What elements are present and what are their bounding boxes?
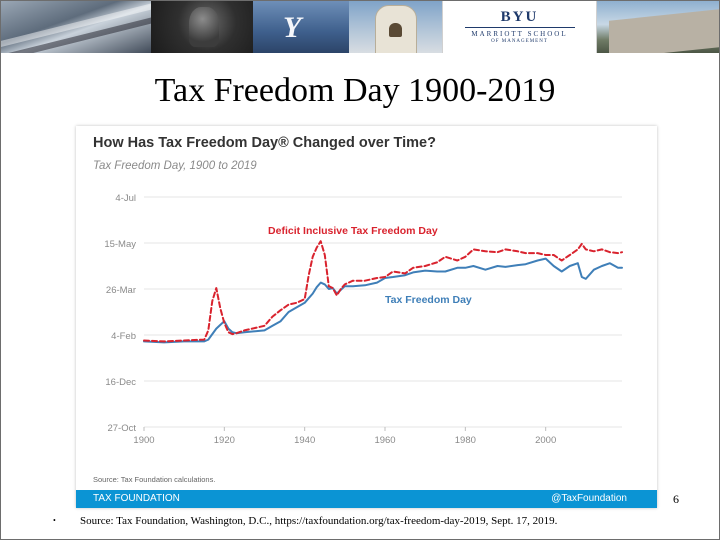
header-banner: Y BYU MARRIOTT SCHOOL OF MANAGEMENT [1,1,719,53]
logo-sub2-text: OF MANAGEMENT [491,39,548,44]
y-logo-icon: Y [283,11,301,44]
campus-building-photo [597,1,719,53]
slide-title: Tax Freedom Day 1900-2019 [154,72,556,109]
byu-logo: BYU MARRIOTT SCHOOL OF MANAGEMENT [442,1,597,53]
tower-icon [375,5,417,53]
footer-handle: @TaxFoundation [551,493,627,504]
logo-main-text: BYU [500,9,539,25]
x-tick-label: 1940 [294,435,315,446]
logo-divider [464,27,575,28]
tax-freedom-chart: How Has Tax Freedom Day® Changed over Ti… [93,135,623,484]
series-line-deficit-inclusive [143,240,623,343]
logo-sub-text: MARRIOTT SCHOOL [471,30,568,38]
plot-lines [143,240,623,344]
x-tick-label: 1920 [214,435,235,446]
annotation-tfd: Tax Freedom Day [385,294,472,306]
x-tick-label: 1900 [133,435,154,446]
y-tick-label: 15-May [104,239,136,250]
x-axis: 1900 1920 1940 1960 1980 2000 [133,427,556,446]
y-tick-label: 4-Feb [111,331,136,342]
x-tick-label: 1960 [374,435,395,446]
grid-lines [144,196,622,428]
page-number: 6 [673,492,679,506]
series-line-tax-freedom-day [143,257,623,344]
y-tick-label: 4-Jul [115,193,136,204]
annotation-deficit: Deficit Inclusive Tax Freedom Day [268,225,438,237]
footer-brand: TAX FOUNDATION [93,493,180,504]
y-mountain-photo: Y [253,1,349,53]
x-tick-label: 2000 [535,435,556,446]
chart-title: How Has Tax Freedom Day® Changed over Ti… [93,135,436,151]
bell-tower-photo [349,1,442,53]
y-axis: 4-Jul 15-May 26-Mar 4-Feb 16-Dec 27-Oct [104,193,136,434]
statue-icon [189,7,219,47]
chart-subtitle: Tax Freedom Day, 1900 to 2019 [93,160,257,172]
y-tick-label: 26-Mar [106,285,136,296]
bullet-marker: • [53,516,56,525]
source-citation: Source: Tax Foundation, Washington, D.C.… [80,515,558,527]
chart-card: How Has Tax Freedom Day® Changed over Ti… [76,126,657,508]
building-icon [609,9,719,53]
y-tick-label: 16-Dec [105,377,136,388]
statue-photo [151,1,253,53]
chart-source: Source: Tax Foundation calculations. [93,475,215,484]
y-tick-label: 27-Oct [107,423,136,434]
banner-stripes-photo [1,1,151,53]
bell-icon [389,23,402,37]
chart-footer-bar: TAX FOUNDATION @TaxFoundation [76,490,657,508]
x-tick-label: 1980 [455,435,476,446]
